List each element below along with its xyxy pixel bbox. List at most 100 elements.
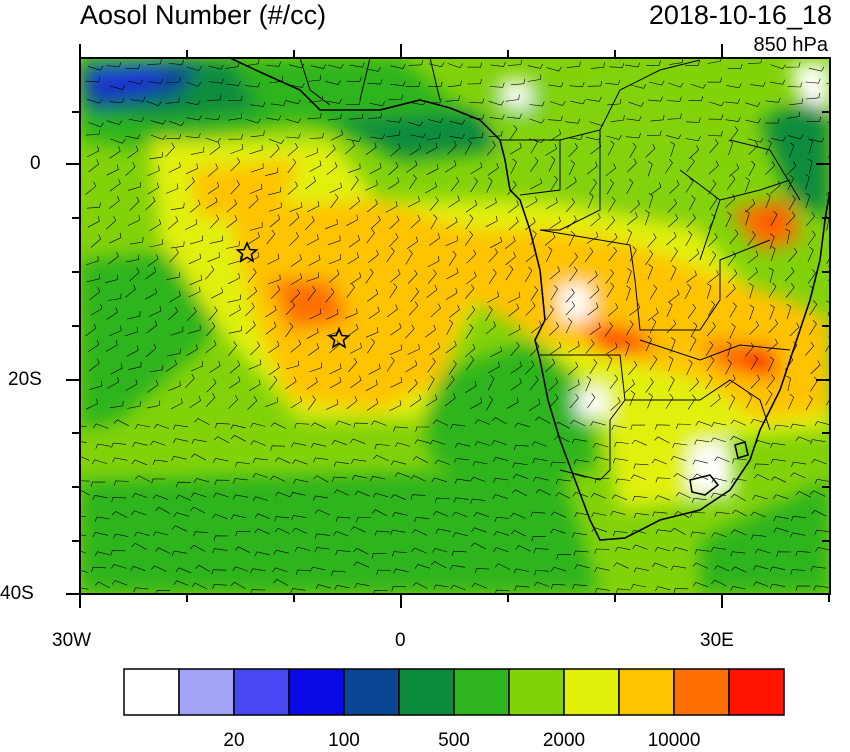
- wind-barb: [448, 250, 457, 266]
- wind-barb: [335, 516, 351, 522]
- wind-barb: [425, 142, 438, 154]
- wind-barb: [465, 323, 474, 339]
- wind-barb: [545, 358, 556, 373]
- wind-barb: [412, 456, 428, 463]
- wind-barb: [366, 228, 375, 244]
- wind-barb: [390, 376, 403, 388]
- wind-barb: [773, 527, 789, 533]
- wind-barb: [171, 525, 188, 532]
- wind-barb: [427, 375, 435, 391]
- wind-barb: [686, 359, 693, 375]
- wind-barb: [213, 492, 229, 498]
- wind-barb: [288, 63, 305, 69]
- wind-barb: [268, 202, 282, 212]
- wind-barb: [212, 548, 228, 554]
- wind-barb: [228, 341, 237, 356]
- wind-barb: [525, 266, 533, 282]
- wind-barb: [504, 236, 516, 250]
- wind-barb: [791, 516, 807, 522]
- colorbar-swatch: [453, 668, 510, 716]
- wind-barb: [490, 61, 506, 67]
- wind-barb: [166, 133, 182, 140]
- wind-barb: [150, 440, 166, 446]
- wind-barb: [673, 588, 689, 594]
- colorbar-swatch: [178, 668, 235, 716]
- wind-barb: [307, 343, 320, 356]
- wind-barb: [685, 230, 693, 247]
- wind-barb: [570, 419, 586, 427]
- wind-barb: [333, 531, 349, 537]
- wind-barb: [548, 82, 564, 88]
- wind-barb: [710, 547, 727, 553]
- wind-barb: [730, 551, 746, 557]
- wind-barb: [92, 495, 108, 501]
- wind-barb: [565, 118, 581, 124]
- wind-barb: [109, 325, 122, 337]
- wind-barb: [131, 459, 148, 466]
- wind-barb: [306, 272, 319, 282]
- wind-barb: [185, 133, 201, 139]
- wind-barb: [765, 97, 781, 103]
- wind-barb: [569, 81, 585, 88]
- wind-barb: [209, 142, 221, 155]
- wind-barb: [133, 587, 149, 593]
- wind-barb: [206, 321, 216, 337]
- wind-barb: [165, 359, 177, 372]
- wind-barb: [430, 214, 438, 230]
- wind-barb: [445, 160, 457, 173]
- wind-barb: [626, 115, 642, 122]
- wind-barb: [726, 175, 736, 190]
- wind-barb: [354, 490, 371, 497]
- wind-barb: [227, 294, 241, 303]
- wind-barb: [508, 216, 519, 231]
- wind-barb: [432, 547, 448, 553]
- wind-barb: [370, 215, 381, 230]
- wind-barb: [769, 79, 786, 85]
- wind-barb: [747, 231, 756, 246]
- lat-label-20s: 20S: [8, 369, 42, 390]
- wind-barb: [450, 176, 460, 192]
- colorbar-swatch: [618, 668, 675, 716]
- wind-barb: [274, 516, 290, 522]
- wind-barb: [690, 322, 698, 338]
- wind-barb: [445, 95, 460, 102]
- wind-barb: [807, 246, 814, 263]
- wind-barb: [492, 494, 508, 499]
- wind-barb: [365, 327, 379, 338]
- wind-barb: [146, 320, 158, 334]
- wind-barb: [371, 509, 388, 517]
- wind-barb: [429, 342, 441, 356]
- wind-barb: [630, 584, 647, 590]
- wind-barb: [314, 509, 331, 516]
- wind-barb: [109, 146, 121, 159]
- wind-barb: [125, 63, 141, 70]
- wind-barb: [270, 445, 286, 451]
- concentration-field: [80, 58, 830, 594]
- wind-barb: [626, 158, 637, 173]
- lon-label-30e: 30E: [700, 630, 734, 651]
- wind-barb: [710, 437, 726, 443]
- wind-barb: [804, 341, 815, 356]
- wind-barb: [228, 113, 242, 121]
- wind-barb: [649, 318, 657, 334]
- wind-barb: [209, 235, 223, 244]
- wind-barb: [309, 95, 323, 103]
- wind-barb: [432, 510, 449, 517]
- wind-barb: [152, 494, 169, 500]
- wind-barb: [464, 230, 474, 246]
- wind-barb: [315, 584, 332, 589]
- wind-barb: [426, 132, 441, 141]
- wind-barb: [167, 306, 178, 321]
- wind-barb: [786, 161, 797, 176]
- wind-barb: [493, 547, 509, 553]
- wind-barb: [629, 302, 641, 316]
- wind-barb: [445, 375, 455, 390]
- wind-barb: [534, 416, 551, 424]
- wind-barb: [85, 129, 101, 136]
- wind-barb: [425, 181, 437, 194]
- wind-barb: [149, 219, 162, 232]
- wind-barb: [528, 398, 541, 411]
- wind-barb: [230, 424, 246, 430]
- wind-barb: [344, 140, 356, 155]
- wind-barb: [347, 163, 361, 173]
